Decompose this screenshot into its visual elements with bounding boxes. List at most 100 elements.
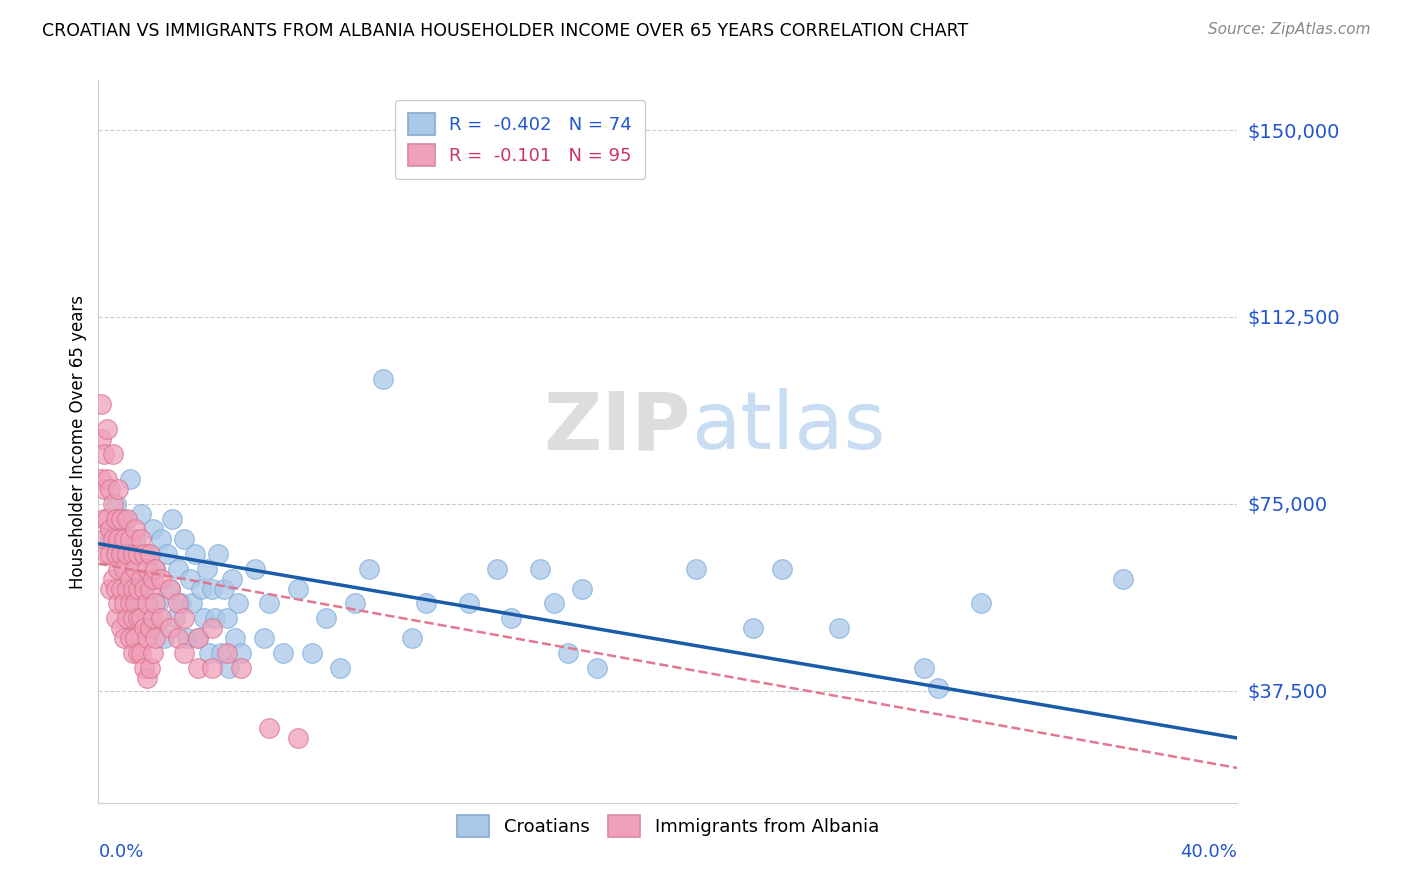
Point — [150, 611, 173, 625]
Point — [162, 512, 184, 526]
Point — [135, 547, 157, 561]
Text: ZIP: ZIP — [543, 388, 690, 467]
Point — [132, 582, 155, 596]
Text: Source: ZipAtlas.com: Source: ZipAtlas.com — [1208, 22, 1371, 37]
Point — [96, 547, 118, 561]
Point — [287, 731, 309, 745]
Point — [226, 597, 249, 611]
Point — [167, 597, 190, 611]
Point — [124, 522, 146, 536]
Point — [96, 472, 118, 486]
Point — [110, 582, 132, 596]
Point — [145, 561, 167, 575]
Point — [129, 532, 152, 546]
Point — [98, 482, 121, 496]
Text: 0.0%: 0.0% — [98, 843, 143, 861]
Point — [201, 661, 224, 675]
Point — [124, 561, 146, 575]
Point — [457, 597, 479, 611]
Point — [273, 646, 295, 660]
Point — [204, 611, 226, 625]
Point — [104, 611, 127, 625]
Point — [129, 646, 152, 660]
Point — [742, 621, 765, 635]
Point — [150, 532, 173, 546]
Point — [912, 661, 935, 675]
Point — [138, 661, 160, 675]
Point — [159, 621, 181, 635]
Point — [101, 572, 124, 586]
Point — [198, 646, 221, 660]
Point — [104, 497, 127, 511]
Point — [141, 572, 163, 586]
Point — [176, 632, 198, 646]
Point — [135, 597, 157, 611]
Text: CROATIAN VS IMMIGRANTS FROM ALBANIA HOUSEHOLDER INCOME OVER 65 YEARS CORRELATION: CROATIAN VS IMMIGRANTS FROM ALBANIA HOUS… — [42, 22, 969, 40]
Point — [770, 561, 793, 575]
Point — [190, 582, 212, 596]
Point — [221, 572, 243, 586]
Point — [107, 532, 129, 546]
Point — [287, 582, 309, 596]
Point — [259, 721, 281, 735]
Point — [101, 532, 124, 546]
Point — [401, 632, 423, 646]
Point — [115, 611, 138, 625]
Text: atlas: atlas — [690, 388, 884, 467]
Point — [135, 632, 157, 646]
Point — [195, 561, 218, 575]
Point — [173, 611, 195, 625]
Point — [141, 522, 163, 536]
Point — [135, 561, 157, 575]
Point — [212, 582, 235, 596]
Point — [112, 532, 135, 546]
Point — [173, 532, 195, 546]
Point — [209, 646, 232, 660]
Point — [145, 632, 167, 646]
Point — [90, 432, 112, 446]
Point — [124, 532, 146, 546]
Point — [415, 597, 437, 611]
Point — [112, 597, 135, 611]
Point — [101, 447, 124, 461]
Point — [243, 561, 266, 575]
Point — [543, 597, 565, 611]
Point — [132, 661, 155, 675]
Point — [141, 646, 163, 660]
Point — [121, 646, 143, 660]
Point — [98, 582, 121, 596]
Point — [107, 482, 129, 496]
Point — [1112, 572, 1135, 586]
Point — [184, 547, 207, 561]
Point — [159, 582, 181, 596]
Point — [121, 611, 143, 625]
Point — [138, 611, 160, 625]
Point — [207, 547, 229, 561]
Point — [115, 582, 138, 596]
Point — [148, 597, 170, 611]
Point — [96, 512, 118, 526]
Point — [215, 611, 238, 625]
Point — [132, 621, 155, 635]
Point — [129, 611, 152, 625]
Point — [138, 547, 160, 561]
Point — [110, 582, 132, 596]
Point — [127, 572, 149, 586]
Point — [181, 597, 204, 611]
Point — [104, 582, 127, 596]
Point — [585, 661, 607, 675]
Point — [112, 632, 135, 646]
Point — [187, 661, 209, 675]
Point — [167, 632, 190, 646]
Point — [145, 597, 167, 611]
Point — [118, 632, 141, 646]
Point — [107, 547, 129, 561]
Point — [156, 547, 179, 561]
Point — [96, 422, 118, 436]
Point — [252, 632, 274, 646]
Point — [93, 482, 115, 496]
Point — [150, 572, 173, 586]
Point — [127, 547, 149, 561]
Text: 40.0%: 40.0% — [1181, 843, 1237, 861]
Point — [179, 572, 201, 586]
